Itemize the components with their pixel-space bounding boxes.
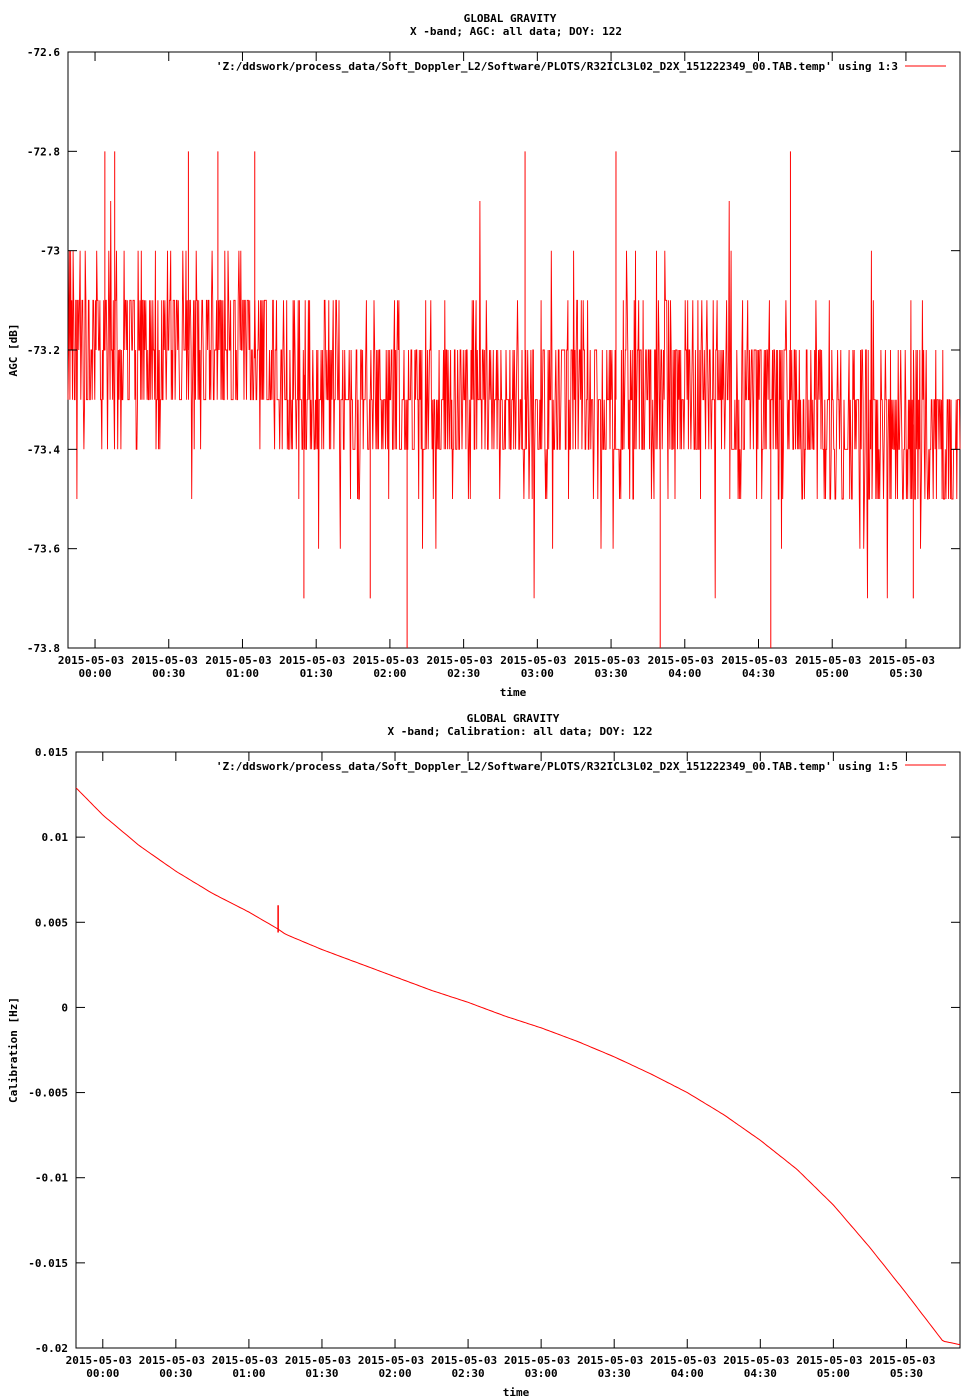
chart2-y-tick-label: -0.015: [28, 1257, 68, 1270]
chart2-x-tick-date: 2015-05-03: [431, 1354, 497, 1367]
chart1-x-tick-time: 03:30: [595, 667, 628, 680]
chart1-x-tick-date: 2015-05-03: [795, 654, 861, 667]
chart1-x-ticks: 2015-05-0300:002015-05-0300:302015-05-03…: [58, 52, 935, 680]
chart2-x-tick-date: 2015-05-03: [212, 1354, 278, 1367]
chart2-x-tick-date: 2015-05-03: [358, 1354, 424, 1367]
agc-chart: GLOBAL GRAVITY X -band; AGC: all data; D…: [7, 12, 961, 699]
chart2-x-tick-time: 05:00: [817, 1367, 850, 1380]
chart1-y-tick-label: -73: [40, 245, 60, 258]
chart2-x-tick-time: 01:00: [232, 1367, 265, 1380]
chart2-title: GLOBAL GRAVITY: [467, 712, 560, 725]
chart1-x-tick-date: 2015-05-03: [574, 654, 640, 667]
chart2-x-axis-label: time: [503, 1386, 530, 1399]
chart1-x-tick-time: 02:30: [447, 667, 480, 680]
chart2-y-tick-label: -0.02: [35, 1342, 68, 1355]
chart2-x-tick-date: 2015-05-03: [650, 1354, 716, 1367]
chart1-x-tick-date: 2015-05-03: [648, 654, 714, 667]
chart2-y-tick-label: -0.01: [35, 1172, 68, 1185]
chart1-y-tick-label: -73.2: [27, 344, 60, 357]
calibration-chart: GLOBAL GRAVITY X -band; Calibration: all…: [7, 712, 961, 1399]
chart1-title: GLOBAL GRAVITY: [464, 12, 557, 25]
chart2-x-tick-date: 2015-05-03: [869, 1354, 935, 1367]
chart1-y-ticks: -72.6 -72.8 -73 -73.2 -73.4 -73.6 -73.8: [27, 46, 960, 655]
chart1-x-tick-date: 2015-05-03: [721, 654, 787, 667]
chart2-x-tick-time: 03:30: [598, 1367, 631, 1380]
chart1-y-tick-label: -73.8: [27, 642, 60, 655]
chart2-y-tick-label: -0.005: [28, 1087, 68, 1100]
chart1-y-tick-label: -72.6: [27, 46, 60, 59]
chart2-x-ticks: 2015-05-0300:002015-05-0300:302015-05-03…: [66, 752, 936, 1380]
chart1-x-tick-time: 02:00: [373, 667, 406, 680]
chart2-x-tick-time: 03:00: [525, 1367, 558, 1380]
chart1-x-tick-time: 00:30: [152, 667, 185, 680]
chart1-x-tick-date: 2015-05-03: [869, 654, 935, 667]
chart1-legend-label: 'Z:/ddswork/process_data/Soft_Doppler_L2…: [216, 60, 898, 73]
chart1-y-tick-label: -72.8: [27, 145, 60, 158]
chart1-x-tick-time: 04:30: [742, 667, 775, 680]
chart2-x-tick-date: 2015-05-03: [139, 1354, 205, 1367]
chart2-x-tick-date: 2015-05-03: [504, 1354, 570, 1367]
chart1-x-axis-label: time: [500, 686, 527, 699]
chart2-y-axis-label: Calibration [Hz]: [7, 997, 20, 1103]
chart2-plot-frame: [75, 751, 961, 1349]
chart2-x-tick-date: 2015-05-03: [577, 1354, 643, 1367]
chart2-y-tick-label: 0: [61, 1001, 68, 1014]
chart1-x-tick-date: 2015-05-03: [132, 654, 198, 667]
chart2-y-tick-label: 0.005: [35, 916, 68, 929]
chart1-x-tick-time: 01:00: [226, 667, 259, 680]
agc-series-line: [67, 200, 961, 599]
chart2-subtitle: X -band; Calibration: all data; DOY: 122: [388, 725, 653, 738]
chart1-x-tick-time: 01:30: [300, 667, 333, 680]
chart1-x-tick-time: 03:00: [521, 667, 554, 680]
chart2-legend-label: 'Z:/ddswork/process_data/Soft_Doppler_L2…: [216, 760, 898, 773]
chart2-x-tick-date: 2015-05-03: [723, 1354, 789, 1367]
chart1-x-tick-time: 05:00: [816, 667, 849, 680]
chart1-legend: 'Z:/ddswork/process_data/Soft_Doppler_L2…: [216, 60, 946, 73]
chart2-x-tick-time: 00:00: [86, 1367, 119, 1380]
chart1-x-tick-time: 00:00: [78, 667, 111, 680]
chart2-series-group: [75, 787, 961, 1346]
chart1-y-axis-label: AGC [dB]: [7, 324, 20, 377]
chart1-x-tick-date: 2015-05-03: [500, 654, 566, 667]
chart1-subtitle: X -band; AGC: all data; DOY: 122: [410, 25, 622, 38]
chart1-x-tick-date: 2015-05-03: [58, 654, 124, 667]
chart2-x-tick-time: 02:00: [378, 1367, 411, 1380]
chart2-x-tick-date: 2015-05-03: [285, 1354, 351, 1367]
chart2-x-tick-date: 2015-05-03: [796, 1354, 862, 1367]
chart2-x-tick-time: 04:30: [744, 1367, 777, 1380]
calibration-series-line: [75, 787, 961, 1346]
chart2-y-tick-label: 0.015: [35, 746, 68, 759]
chart1-y-tick-label: -73.6: [27, 543, 60, 556]
chart1-y-tick-label: -73.4: [27, 443, 60, 456]
chart2-x-tick-time: 05:30: [890, 1367, 923, 1380]
chart2-x-tick-time: 04:00: [671, 1367, 704, 1380]
chart1-x-tick-date: 2015-05-03: [427, 654, 493, 667]
chart2-x-tick-time: 01:30: [305, 1367, 338, 1380]
chart1-series-group: [67, 151, 961, 648]
chart1-x-tick-time: 05:30: [889, 667, 922, 680]
chart1-x-tick-date: 2015-05-03: [279, 654, 345, 667]
chart2-x-tick-time: 00:30: [159, 1367, 192, 1380]
chart1-x-tick-date: 2015-05-03: [353, 654, 419, 667]
chart2-y-tick-label: 0.01: [42, 831, 69, 844]
chart1-x-tick-date: 2015-05-03: [205, 654, 271, 667]
chart2-y-ticks: 0.015 0.01 0.005 0 -0.005 -0.01 -0.015 -0.02: [28, 746, 960, 1355]
chart2-x-tick-date: 2015-05-03: [66, 1354, 132, 1367]
chart2-x-tick-time: 02:30: [452, 1367, 485, 1380]
chart2-legend: 'Z:/ddswork/process_data/Soft_Doppler_L2…: [216, 760, 946, 773]
chart1-x-tick-time: 04:00: [668, 667, 701, 680]
